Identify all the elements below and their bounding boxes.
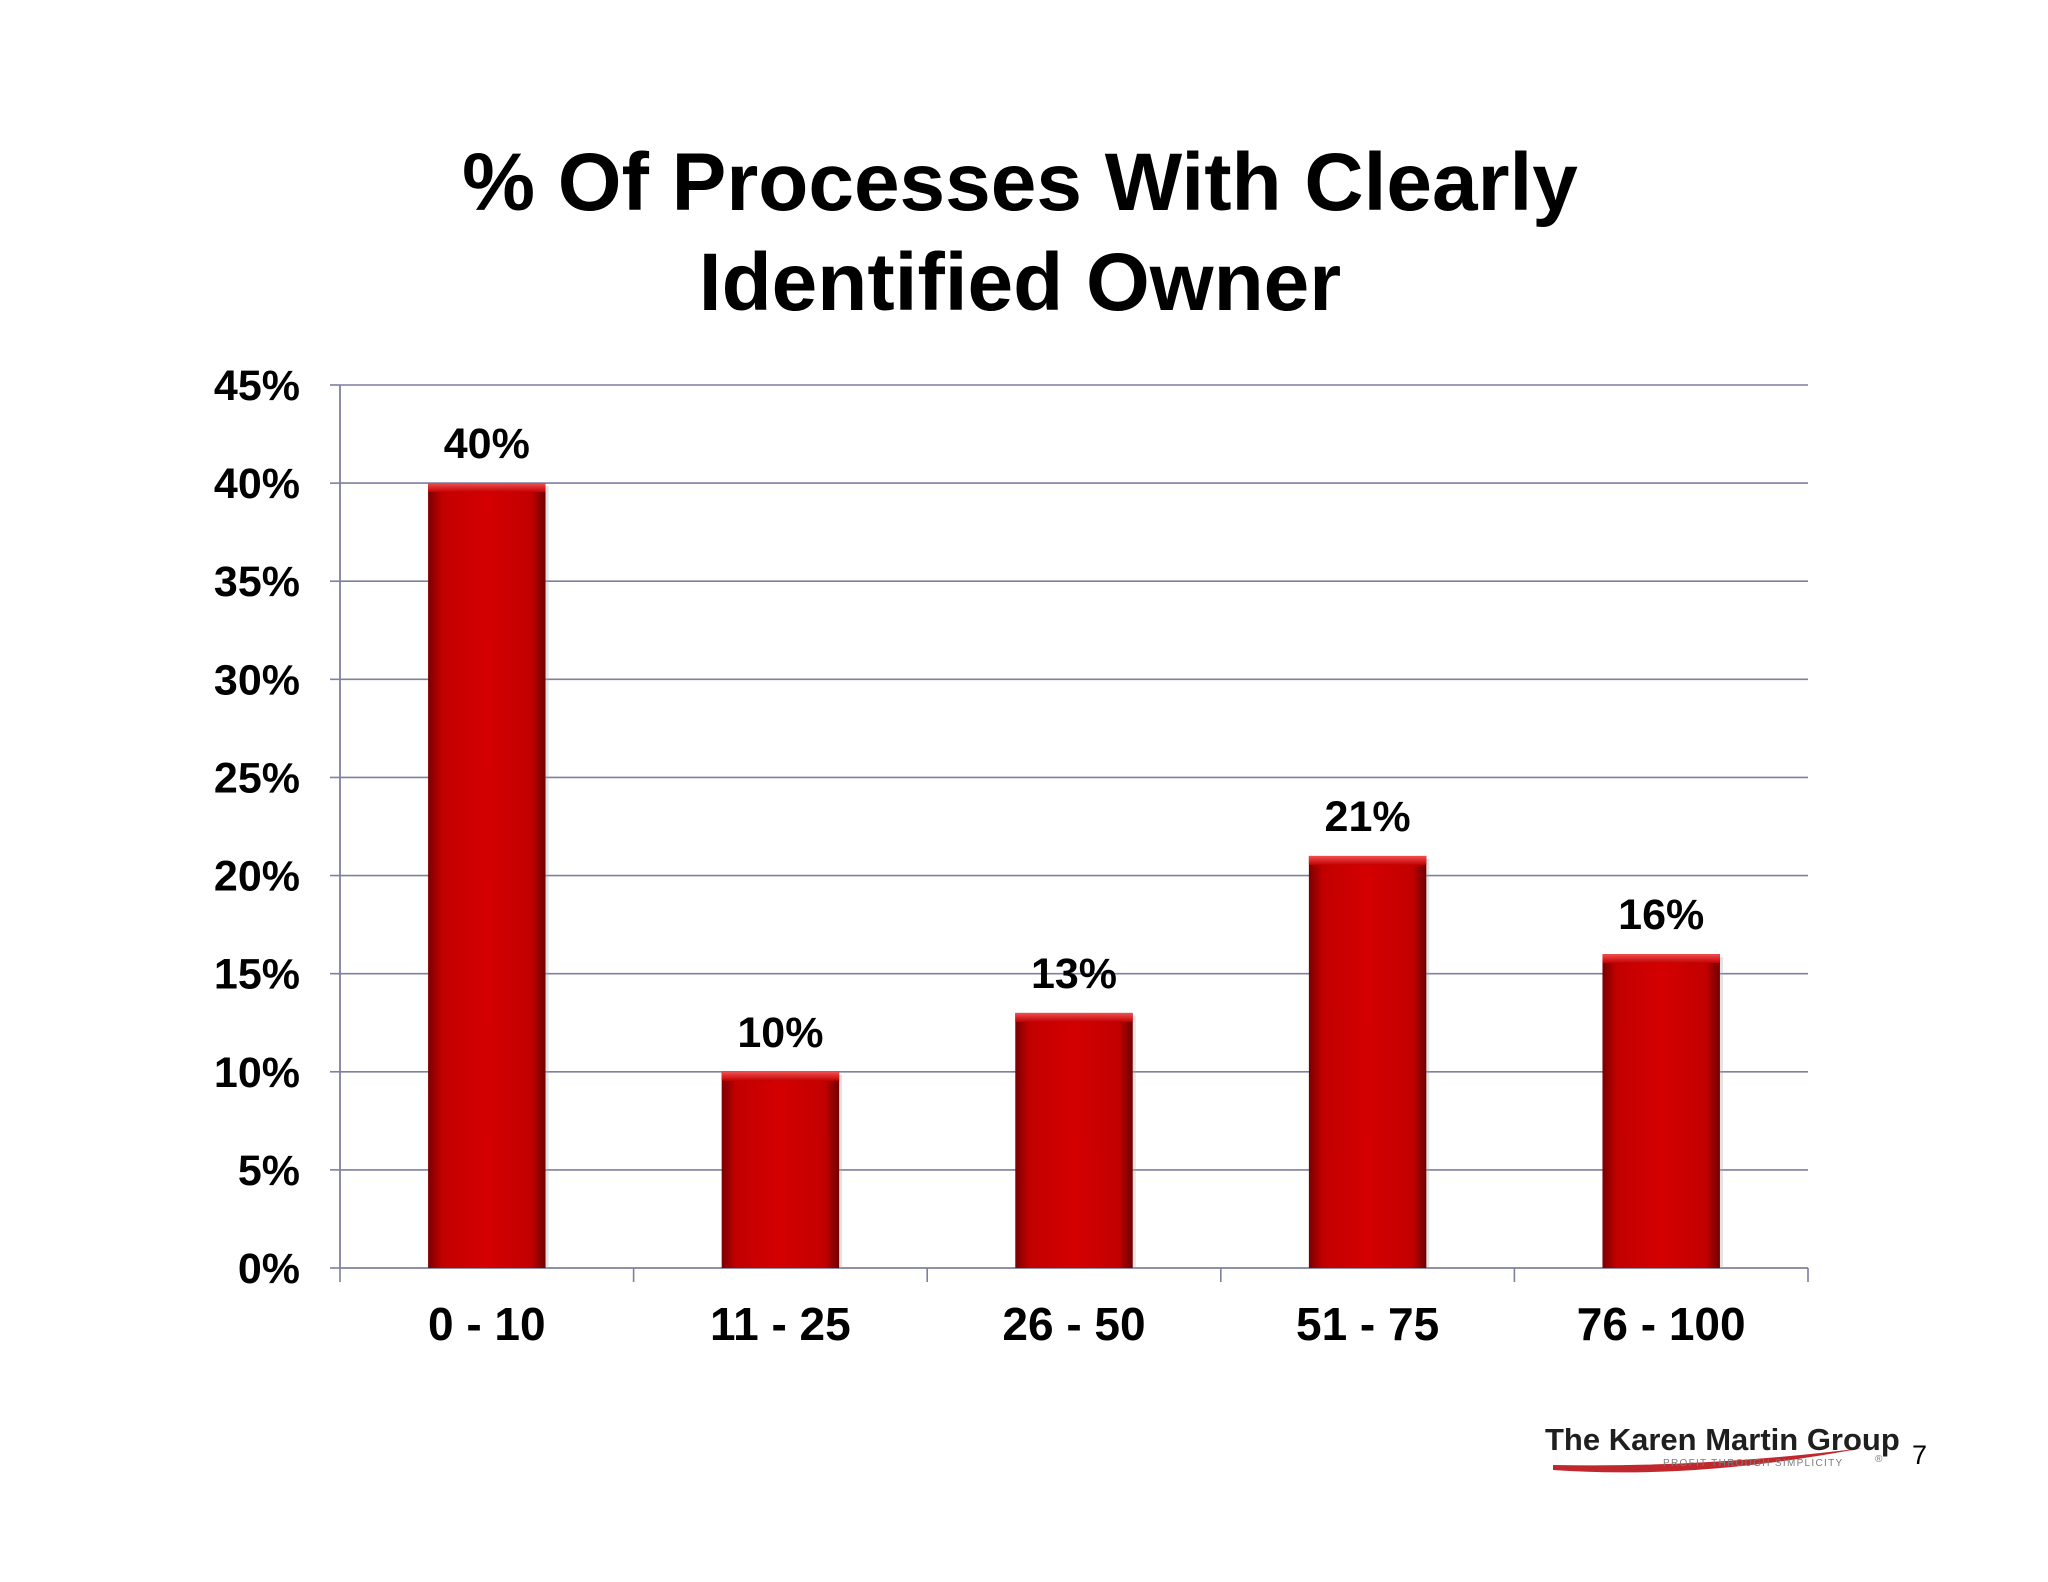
bar — [1308, 855, 1427, 1268]
data-label: 10% — [737, 1009, 823, 1057]
logo-trademark-text: ® — [1875, 1454, 1884, 1465]
bar-26-50 — [1015, 1012, 1136, 1268]
data-label: 21% — [1325, 793, 1411, 841]
logo-tagline-text: PROFIT THROUGH SIMPLICITY — [1663, 1458, 1843, 1469]
bar-51-75 — [1308, 855, 1430, 1268]
data-label: 13% — [1031, 950, 1117, 998]
bar-11-25 — [721, 1071, 843, 1268]
bar — [1602, 954, 1720, 1268]
x-tick-label: 26 - 50 — [1002, 1298, 1145, 1350]
bar — [428, 483, 546, 1269]
data-label: 40% — [444, 420, 530, 468]
bar-cap — [721, 1071, 840, 1081]
y-tick-label: 30% — [214, 656, 300, 704]
y-tick-label: 5% — [238, 1147, 300, 1195]
bar — [721, 1071, 840, 1268]
page-number: 7 — [1912, 1440, 1928, 1470]
y-tick-label: 35% — [214, 558, 300, 606]
bar-76-100 — [1602, 954, 1723, 1268]
x-tick-label: 11 - 25 — [710, 1298, 851, 1350]
bar — [1015, 1012, 1133, 1268]
y-tick-label: 45% — [214, 362, 300, 410]
bar-cap — [1308, 855, 1427, 865]
x-tick-label: 76 - 100 — [1577, 1298, 1746, 1350]
y-tick-label: 20% — [214, 853, 300, 901]
x-tick-label: 51 - 75 — [1296, 1298, 1439, 1350]
x-tick-label: 0 - 10 — [428, 1298, 546, 1350]
data-label: 16% — [1618, 891, 1704, 939]
logo-brand-text: The Karen Martin Group — [1545, 1422, 1900, 1457]
karen-martin-group-logo: The Karen Martin Group PROFIT THROUGH SI… — [1545, 1422, 1900, 1473]
bar-0-10 — [428, 483, 549, 1269]
y-tick-label: 15% — [214, 951, 300, 999]
bar-cap — [1602, 954, 1720, 964]
chart-title-line-1: % Of Processes With Clearly — [462, 137, 1578, 228]
bar-cap — [1015, 1012, 1133, 1022]
logo-swoosh-icon — [1553, 1448, 1863, 1473]
y-tick-label: 40% — [214, 460, 300, 508]
y-tick-label: 25% — [214, 754, 300, 802]
y-tick-label: 10% — [214, 1049, 300, 1097]
y-tick-label: 0% — [238, 1245, 300, 1293]
chart-title-line-2: Identified Owner — [699, 237, 1341, 328]
bar-cap — [428, 483, 546, 493]
